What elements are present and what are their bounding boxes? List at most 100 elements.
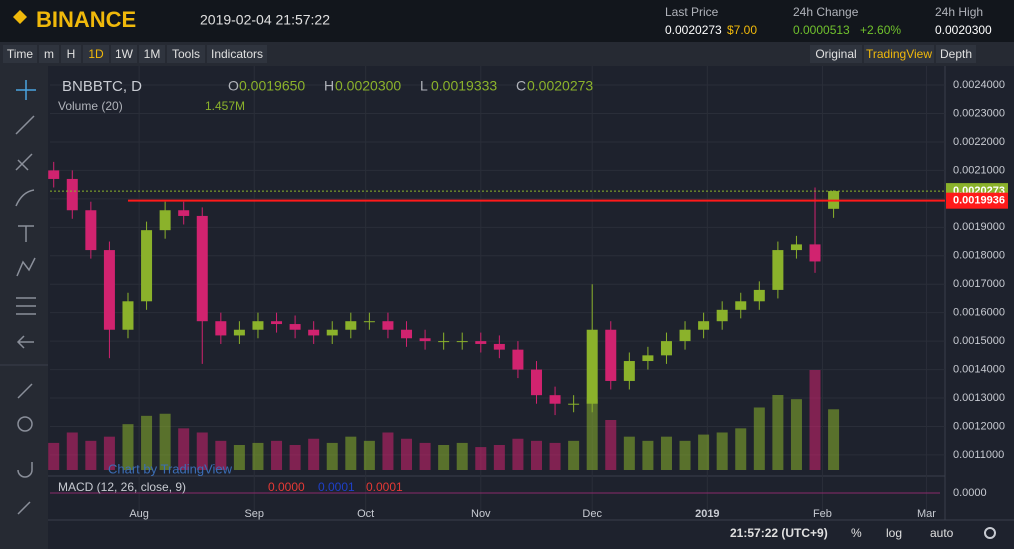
volume-bar [159, 413, 171, 470]
toolbar-button[interactable] [207, 45, 267, 63]
volume-bar [178, 428, 190, 470]
candle-body [586, 329, 598, 404]
volume-bar [586, 399, 598, 470]
zoom-tool[interactable] [17, 416, 33, 432]
volume-bar [419, 442, 431, 470]
brush-tool[interactable] [15, 189, 35, 207]
toolbar-label[interactable]: 1W [115, 47, 134, 61]
toolbar-label[interactable]: TradingView [866, 47, 932, 61]
stat-value: 0.0000513 [793, 23, 850, 37]
y-tick-label: 0.0017000 [953, 278, 1005, 290]
toolbar-button[interactable] [111, 45, 137, 63]
candle-body [605, 329, 617, 381]
toolbar-button[interactable] [139, 45, 165, 63]
toolbar-buttons: Time m H 1D 1W 1M Tools Indicators Original Tradi… [3, 45, 976, 63]
toolbar-button[interactable] [810, 45, 862, 63]
volume-bar [753, 407, 765, 470]
volume-bar [289, 445, 301, 470]
candle-body [345, 321, 357, 330]
y-tick-label: 0.0013000 [953, 392, 1005, 404]
prediction-tool[interactable] [16, 297, 36, 315]
toolbar-label[interactable]: Time [7, 47, 34, 61]
stat-extra: +2.60% [860, 23, 901, 37]
ohlc-value: 0.0019650 [239, 78, 305, 94]
candle-body [809, 244, 821, 262]
y-tick-label: 0.0011000 [953, 449, 1004, 461]
toolbar-label[interactable]: Indicators [211, 47, 263, 61]
candle-body [475, 341, 487, 344]
candle-body [512, 349, 524, 370]
toolbar-label[interactable]: Tools [172, 47, 200, 61]
hline-box [946, 192, 1008, 209]
y-tick-label: 0.0022000 [953, 136, 1005, 148]
toolbar-label[interactable]: m [44, 47, 54, 61]
volume-bar [308, 438, 320, 470]
cross-tool[interactable] [16, 80, 36, 100]
back-tool[interactable] [16, 335, 34, 349]
y-tick-label: 0.0012000 [953, 420, 1005, 432]
toolbar-label[interactable]: Depth [940, 47, 972, 61]
percent-button[interactable]: % [851, 526, 862, 540]
volume-bar [493, 445, 505, 470]
pattern-tool[interactable] [16, 257, 36, 277]
toolbar-button[interactable] [39, 45, 59, 63]
toolbar-label[interactable]: 1D [88, 47, 104, 61]
symbol: BNBBTC, D [62, 78, 142, 95]
candle-body [215, 321, 227, 336]
measure-tool[interactable] [17, 383, 33, 399]
settings-button[interactable] [984, 527, 996, 539]
volume-bar [568, 440, 580, 470]
fib-tool[interactable] [15, 153, 33, 171]
toolbar-button[interactable] [3, 45, 37, 63]
toolbar-button[interactable] [936, 45, 976, 63]
toolbar-button[interactable] [167, 45, 205, 63]
stat-label: Last Price [665, 5, 719, 19]
volume-bar [809, 370, 821, 470]
toolbar-button[interactable] [61, 45, 81, 63]
ohlc-key: L [420, 78, 428, 94]
y-tick-label: 0.0021000 [953, 164, 1005, 176]
y-tick-label: 0.0014000 [953, 363, 1005, 375]
magnet-tool[interactable] [17, 462, 33, 478]
candle-body [122, 301, 134, 330]
volume-bar [512, 438, 524, 470]
candle-body [196, 215, 208, 322]
ohlc-key: O [228, 78, 239, 94]
auto-button[interactable]: auto [930, 526, 954, 540]
logo-icon [13, 10, 27, 24]
line-tool[interactable] [15, 115, 35, 135]
ohlc-value: 0.0020300 [335, 78, 401, 94]
x-tick-label: Feb [813, 508, 832, 520]
volume-last: 1.457M [205, 99, 245, 113]
candle-body [549, 395, 561, 404]
volume-bar [549, 442, 561, 470]
volume-title: Volume (20) [58, 99, 123, 113]
toolbar-button[interactable] [83, 45, 109, 63]
volume-bar [456, 442, 468, 470]
tool-icons [15, 80, 36, 515]
stat-value: 0.0020300 [935, 23, 992, 37]
ohlc-key: H [324, 78, 334, 94]
ohlc-value: 0.0019333 [431, 78, 497, 94]
log-button[interactable]: log [886, 526, 902, 540]
tool-sidebar [0, 66, 48, 549]
volume-bar [790, 399, 802, 470]
clock: 21:57:22 (UTC+9) [730, 526, 828, 540]
draw-tool[interactable] [17, 501, 31, 515]
y-tick-label: 0.0015000 [953, 335, 1005, 347]
candle-body [66, 178, 78, 211]
volume-bar [716, 432, 728, 470]
volume-bar [48, 442, 60, 470]
x-tick-label: Aug [129, 508, 149, 520]
toolbar-label[interactable]: H [67, 47, 76, 61]
volume-bar [326, 442, 338, 470]
toolbar-label[interactable]: 1M [144, 47, 161, 61]
candle-body [289, 324, 301, 330]
text-tool[interactable] [18, 225, 34, 242]
toolbar-label[interactable]: Original [815, 47, 856, 61]
volume-bar [475, 447, 487, 470]
toolbar-button[interactable] [864, 45, 934, 63]
candle-body [363, 321, 375, 323]
volume-bar [828, 409, 840, 470]
ohlc-value: 0.0020273 [527, 78, 593, 94]
